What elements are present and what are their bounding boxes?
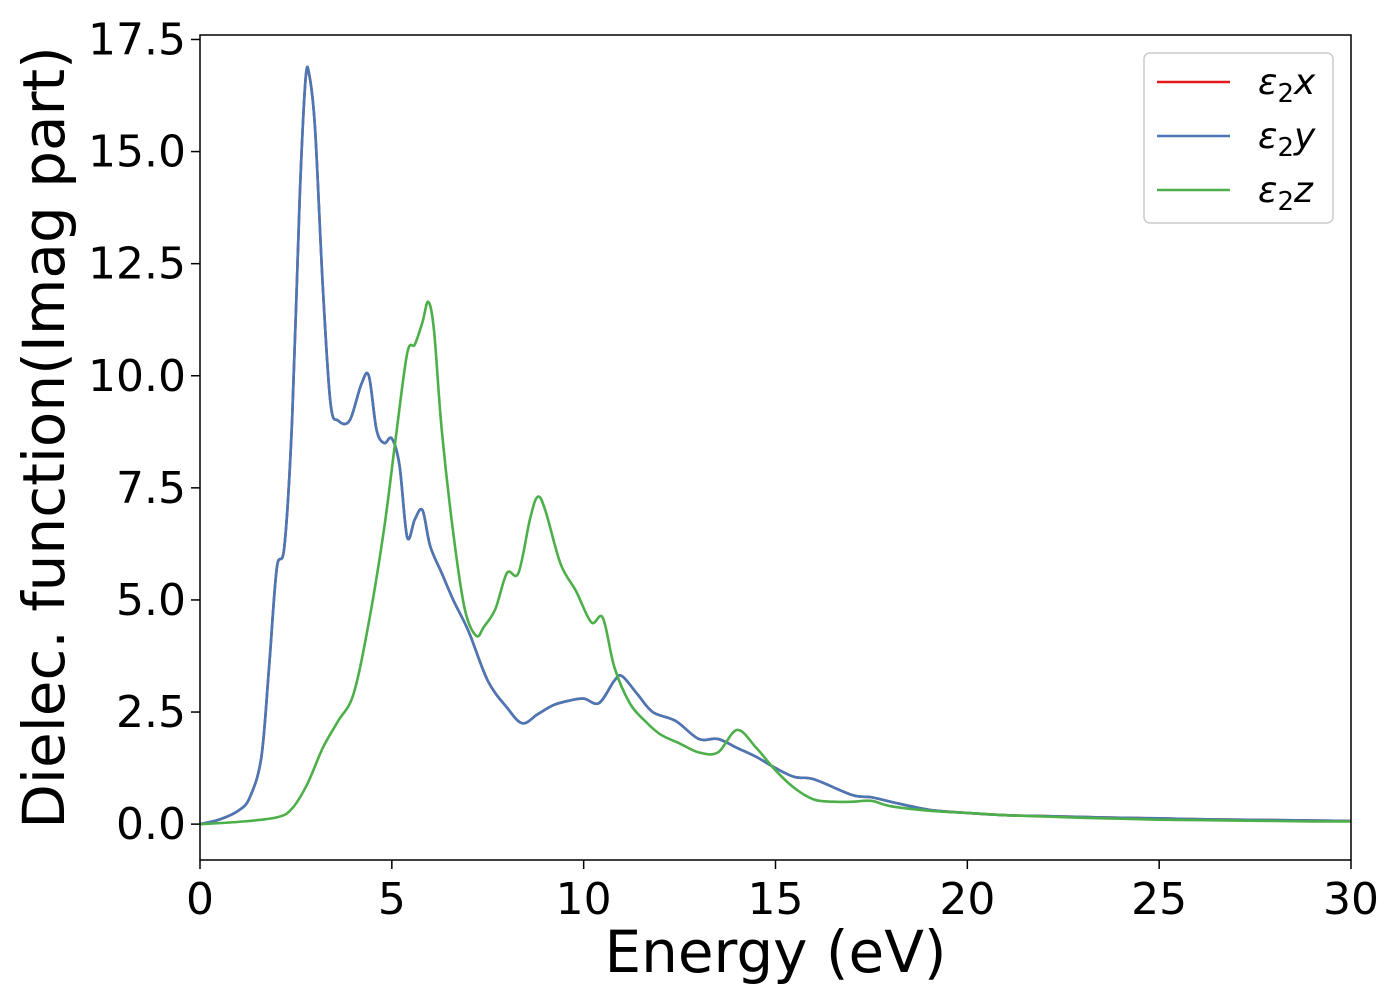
legend-box: [1143, 52, 1334, 224]
x-tick-label: 5: [378, 874, 406, 925]
x-tick-label: 25: [1131, 874, 1187, 925]
legend: ε2x ε2y ε2z: [1143, 52, 1334, 224]
y-tick-label: 12.5: [88, 239, 186, 290]
x-tick-label: 0: [186, 874, 214, 925]
y-tick-label: 10.0: [88, 351, 186, 402]
x-tick-label: 10: [556, 874, 612, 925]
legend-label: ε2x: [1258, 62, 1316, 109]
legend-item: ε2y: [1157, 116, 1316, 163]
y-axis-ticks: 0.0 2.5 5.0 7.5 10.0 12.5 15.0 17.5: [88, 14, 200, 850]
y-tick-label: 2.5: [116, 687, 186, 738]
x-tick-label: 30: [1323, 874, 1379, 925]
x-tick-label: 15: [748, 874, 804, 925]
legend-label: ε2z: [1258, 170, 1314, 217]
x-tick-label: 20: [939, 874, 995, 925]
y-tick-label: 15.0: [88, 127, 186, 178]
x-axis-ticks: 0 5 10 15 20 25 30: [186, 860, 1379, 925]
y-tick-label: 0.0: [116, 799, 186, 850]
x-axis-label: Energy (eV): [604, 918, 946, 986]
legend-label: ε2y: [1258, 116, 1316, 163]
series-line-2: [200, 300, 1351, 826]
y-axis-label: Dielec. function(Imag part): [10, 46, 78, 829]
legend-item: ε2z: [1157, 170, 1314, 217]
y-tick-label: 17.5: [88, 14, 186, 65]
series-lines: [200, 65, 1351, 826]
y-tick-label: 5.0: [116, 575, 186, 626]
y-tick-label: 7.5: [116, 463, 186, 514]
legend-item: ε2x: [1157, 62, 1316, 109]
